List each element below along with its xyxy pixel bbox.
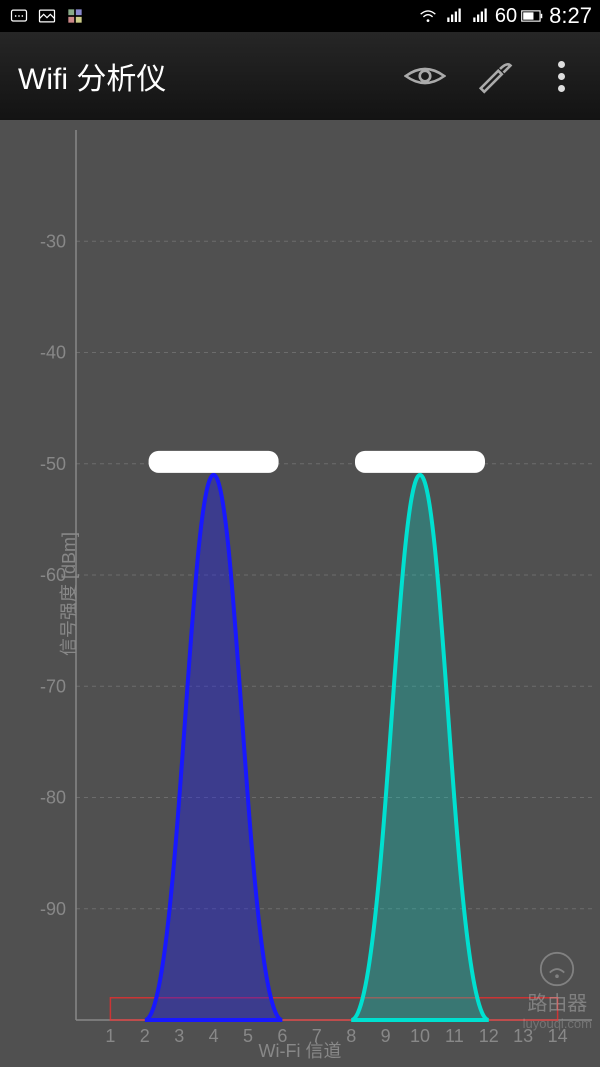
watermark: 路由器 luyouqi.com	[523, 951, 592, 1031]
x-axis-label: Wi-Fi 信道	[259, 1037, 342, 1063]
svg-text:5: 5	[243, 1026, 253, 1046]
status-bar: 60 8:27	[0, 0, 600, 32]
signal-icon-2	[469, 5, 491, 27]
image-icon	[36, 5, 58, 27]
svg-text:2: 2	[140, 1026, 150, 1046]
svg-text:8: 8	[346, 1026, 356, 1046]
y-axis-label: 信号强度 [dBm]	[55, 531, 81, 655]
chart-area[interactable]: -30-40-50-60-70-80-901234567891011121314…	[0, 120, 600, 1067]
view-button[interactable]	[404, 55, 446, 97]
svg-text:1: 1	[105, 1026, 115, 1046]
settings-button[interactable]	[472, 55, 514, 97]
svg-text:-50: -50	[40, 454, 66, 474]
signal-icon-1	[443, 5, 465, 27]
svg-text:-70: -70	[40, 676, 66, 696]
svg-text:11: 11	[445, 1026, 464, 1046]
svg-text:4: 4	[209, 1026, 219, 1046]
app-title: Wifi 分析仪	[18, 54, 166, 98]
svg-text:-30: -30	[40, 231, 66, 251]
app-bar: Wifi 分析仪	[0, 32, 600, 120]
svg-text:12: 12	[479, 1026, 499, 1046]
svg-text:9: 9	[381, 1026, 391, 1046]
wifi-icon	[417, 5, 439, 27]
message-icon	[8, 5, 30, 27]
menu-button[interactable]	[540, 55, 582, 97]
svg-text:3: 3	[174, 1026, 184, 1046]
battery-icon	[521, 5, 543, 27]
clock: 8:27	[549, 3, 592, 29]
svg-text:-90: -90	[40, 899, 66, 919]
svg-text:10: 10	[410, 1026, 430, 1046]
svg-text:-40: -40	[40, 343, 66, 363]
battery-level: 60	[495, 5, 517, 28]
apps-icon	[64, 5, 86, 27]
svg-text:-80: -80	[40, 788, 66, 808]
